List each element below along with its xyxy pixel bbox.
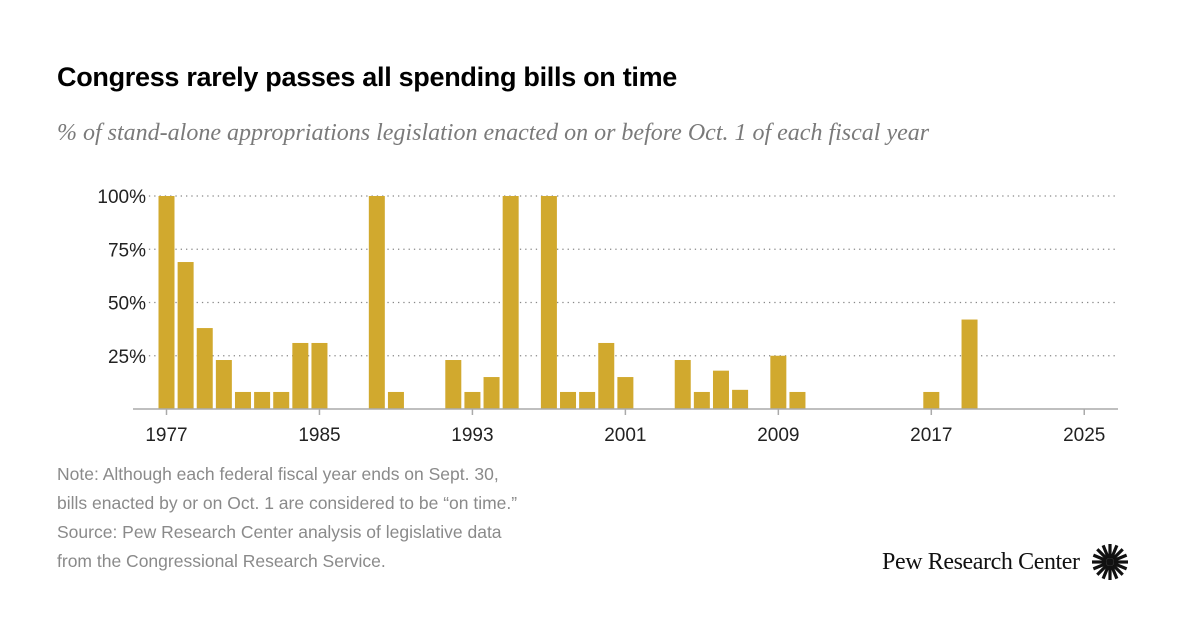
- y-tick-label: 100%: [97, 187, 146, 208]
- note-line: bills enacted by or on Oct. 1 are consid…: [57, 493, 518, 513]
- sunburst-ray: [1111, 548, 1124, 561]
- bar-1995: [502, 196, 519, 409]
- x-tick-label: 2025: [1063, 425, 1105, 446]
- note-line: Note: Although each federal fiscal year …: [57, 464, 499, 484]
- sunburst-ray: [1112, 553, 1127, 562]
- sunburst-ray: [1101, 544, 1110, 559]
- sunburst-ray: [1112, 562, 1127, 571]
- bar-1998: [560, 391, 577, 409]
- bar-1985: [311, 342, 328, 409]
- note-source: Note: Although each federal fiscal year …: [57, 460, 517, 576]
- bar-1979: [196, 328, 213, 409]
- bar-2019: [961, 319, 978, 409]
- pew-logo: Pew Research Center: [882, 542, 1130, 582]
- bar-2005: [693, 391, 710, 409]
- x-tick-label: 2001: [604, 425, 646, 446]
- bar-2006: [712, 370, 729, 409]
- bar-2001: [617, 377, 634, 409]
- bar-2000: [598, 342, 615, 409]
- x-tick-label: 1993: [451, 425, 493, 446]
- bar-1983: [273, 391, 290, 409]
- sunburst-ray: [1092, 562, 1107, 571]
- x-tick-label: 2009: [757, 425, 799, 446]
- chart-subtitle: % of stand-alone appropriations legislat…: [57, 120, 930, 146]
- pew-sunburst-icon: [1091, 544, 1128, 580]
- sunburst-ray: [1109, 565, 1119, 580]
- x-tick-label: 2017: [910, 425, 952, 446]
- x-tick-label: 1977: [145, 425, 187, 446]
- bar-1984: [292, 342, 309, 409]
- sunburst-ray: [1111, 563, 1124, 576]
- bar-1992: [445, 360, 462, 409]
- sunburst-center: [1105, 558, 1114, 566]
- sunburst-ray: [1109, 544, 1119, 559]
- bar-1988: [368, 196, 385, 409]
- chart-title: Congress rarely passes all spending bill…: [57, 62, 678, 92]
- bar-2009: [770, 355, 787, 409]
- bar-1980: [215, 360, 232, 409]
- bar-1997: [540, 196, 557, 409]
- bar-1993: [464, 391, 481, 409]
- x-tick-label: 1985: [298, 425, 340, 446]
- sunburst-ray: [1092, 553, 1107, 562]
- y-tick-label: 25%: [108, 347, 146, 368]
- bar-2007: [732, 389, 749, 409]
- logo-text: Pew Research Center: [882, 548, 1080, 575]
- bar-1977: [158, 196, 175, 409]
- bar-1999: [579, 391, 596, 409]
- bar-1982: [254, 391, 271, 409]
- sunburst-ray: [1101, 565, 1110, 580]
- source-line: from the Congressional Research Service.: [57, 551, 386, 571]
- bar-2010: [789, 391, 806, 409]
- bar-chart: 100% 75% 50% 25% 1977 1985 1993 2001 2009 2017 202…: [97, 187, 1118, 446]
- bar-1989: [387, 391, 404, 409]
- bar-1994: [483, 377, 500, 409]
- y-tick-label: 75%: [108, 240, 146, 261]
- bar-2017: [923, 391, 940, 409]
- sunburst-ray: [1095, 563, 1108, 576]
- sunburst-ray: [1095, 548, 1108, 561]
- bar-1981: [234, 391, 251, 409]
- bar-1978: [177, 262, 194, 409]
- source-line: Source: Pew Research Center analysis of …: [57, 522, 502, 542]
- bar-2004: [674, 360, 691, 409]
- y-tick-label: 50%: [108, 294, 146, 315]
